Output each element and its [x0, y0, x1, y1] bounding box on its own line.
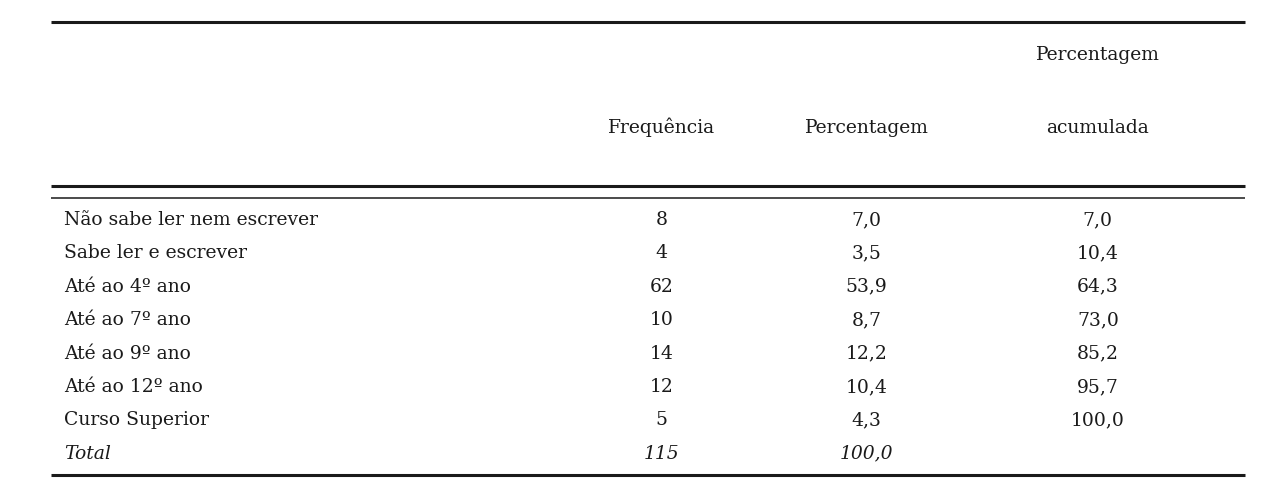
- Text: Percentagem: Percentagem: [1036, 46, 1159, 64]
- Text: 14: 14: [650, 344, 673, 363]
- Text: 73,0: 73,0: [1077, 311, 1118, 329]
- Text: 64,3: 64,3: [1077, 278, 1118, 296]
- Text: 53,9: 53,9: [846, 278, 887, 296]
- Text: 8: 8: [655, 211, 668, 229]
- Text: 4: 4: [655, 245, 668, 263]
- Text: 3,5: 3,5: [851, 245, 882, 263]
- Text: 62: 62: [650, 278, 673, 296]
- Text: 12: 12: [650, 378, 673, 396]
- Text: 115: 115: [643, 445, 679, 463]
- Text: 10,4: 10,4: [846, 378, 887, 396]
- Text: 7,0: 7,0: [851, 211, 882, 229]
- Text: acumulada: acumulada: [1046, 119, 1149, 137]
- Text: 8,7: 8,7: [851, 311, 882, 329]
- Text: Percentagem: Percentagem: [805, 119, 928, 137]
- Text: 4,3: 4,3: [851, 411, 882, 429]
- Text: 5: 5: [655, 411, 668, 429]
- Text: Até ao 12º ano: Até ao 12º ano: [64, 378, 203, 396]
- Text: Até ao 7º ano: Até ao 7º ano: [64, 311, 191, 329]
- Text: 85,2: 85,2: [1077, 344, 1118, 363]
- Text: Não sabe ler nem escrever: Não sabe ler nem escrever: [64, 211, 318, 229]
- Text: 12,2: 12,2: [846, 344, 887, 363]
- Text: Curso Superior: Curso Superior: [64, 411, 209, 429]
- Text: Até ao 4º ano: Até ao 4º ano: [64, 278, 191, 296]
- Text: Total: Total: [64, 445, 112, 463]
- Text: Sabe ler e escrever: Sabe ler e escrever: [64, 245, 248, 263]
- Text: Frequência: Frequência: [607, 118, 715, 137]
- Text: 10,4: 10,4: [1077, 245, 1118, 263]
- Text: 95,7: 95,7: [1077, 378, 1118, 396]
- Text: Até ao 9º ano: Até ao 9º ano: [64, 344, 191, 363]
- Text: 100,0: 100,0: [1071, 411, 1125, 429]
- Text: 10: 10: [650, 311, 673, 329]
- Text: 100,0: 100,0: [840, 445, 894, 463]
- Text: 7,0: 7,0: [1082, 211, 1113, 229]
